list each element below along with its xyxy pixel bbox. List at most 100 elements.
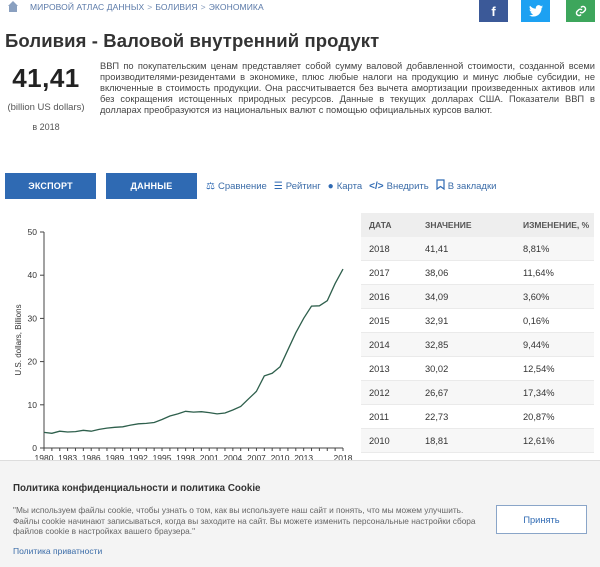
cell-date: 2016 bbox=[369, 291, 390, 302]
table-row: 2010 18,81 12,61% bbox=[361, 429, 594, 453]
embed-link[interactable]: </> Внедрить bbox=[369, 181, 429, 192]
map-label: Карта bbox=[336, 180, 363, 192]
list-icon: ☰ bbox=[273, 180, 283, 192]
header-change: ИЗМЕНЕНИЕ, % bbox=[523, 220, 590, 230]
rating-link[interactable]: ☰ Рейтинг bbox=[274, 181, 321, 192]
table-row: 2017 38,06 11,64% bbox=[361, 261, 594, 285]
cell-change: 20,87% bbox=[523, 411, 555, 422]
twitter-share-button[interactable] bbox=[521, 0, 550, 22]
code-icon: </> bbox=[369, 180, 384, 192]
x-tick-label: 2007 bbox=[247, 453, 266, 463]
x-tick-label: 2018 bbox=[334, 453, 353, 463]
cell-date: 2013 bbox=[369, 363, 390, 374]
indicator-description: ВВП по покупательским ценам представляет… bbox=[100, 61, 595, 115]
cell-date: 2014 bbox=[369, 339, 390, 350]
x-tick-label: 2004 bbox=[223, 453, 242, 463]
x-tick-label: 1992 bbox=[129, 453, 148, 463]
cell-value: 38,06 bbox=[425, 267, 449, 278]
data-table: ДАТА ЗНАЧЕНИЕ ИЗМЕНЕНИЕ, % 2018 41,41 8,81… bbox=[361, 213, 594, 453]
cell-date: 2012 bbox=[369, 387, 390, 398]
header-date: ДАТА bbox=[369, 220, 392, 230]
x-tick-label: 1995 bbox=[153, 453, 172, 463]
breadcrumb-atlas[interactable]: МИРОВОЙ АТЛАС ДАННЫХ bbox=[30, 2, 145, 12]
privacy-policy-link[interactable]: Политика приватности bbox=[13, 546, 103, 556]
breadcrumb-economy[interactable]: ЭКОНОМИКА bbox=[208, 2, 264, 12]
kpi-unit: (billion US dollars) bbox=[7, 102, 85, 113]
y-tick-label: 10 bbox=[28, 400, 38, 410]
x-tick-label: 1986 bbox=[82, 453, 101, 463]
data-button[interactable]: ДАННЫЕ bbox=[106, 173, 197, 199]
toolbar: ЭКСПОРТ ДАННЫЕ ⚖ Сравнение ☰ Рейтинг ● К… bbox=[5, 173, 600, 199]
scales-icon: ⚖ bbox=[206, 180, 215, 192]
cell-value: 32,85 bbox=[425, 339, 449, 350]
bookmark-link[interactable]: В закладки bbox=[436, 179, 497, 193]
cell-value: 32,91 bbox=[425, 315, 449, 326]
table-row: 2011 22,73 20,87% bbox=[361, 405, 594, 429]
kpi-block: 41,41 (billion US dollars) в 2018 bbox=[0, 63, 92, 132]
facebook-share-button[interactable]: f bbox=[479, 0, 508, 22]
cookie-banner: Политика конфиденциальности и политика C… bbox=[0, 460, 600, 567]
cell-change: 3,60% bbox=[523, 291, 550, 302]
cell-date: 2017 bbox=[369, 267, 390, 278]
x-tick-label: 1998 bbox=[176, 453, 195, 463]
kpi-year: в 2018 bbox=[32, 122, 60, 132]
cell-date: 2015 bbox=[369, 315, 390, 326]
cell-change: 0,16% bbox=[523, 315, 550, 326]
cell-value: 30,02 bbox=[425, 363, 449, 374]
cell-value: 34,09 bbox=[425, 291, 449, 302]
bookmark-icon bbox=[436, 179, 445, 193]
cell-date: 2011 bbox=[369, 411, 389, 422]
bookmark-label: В закладки bbox=[447, 180, 497, 192]
x-tick-label: 2010 bbox=[271, 453, 290, 463]
chart-svg: 0 10 20 30 40 50 U.S. dollars, Billions 1980 198… bbox=[14, 227, 353, 463]
rating-label: Рейтинг bbox=[285, 180, 321, 192]
link-icon bbox=[575, 5, 586, 17]
home-icon[interactable] bbox=[8, 0, 19, 12]
gdp-line-chart: 0 10 20 30 40 50 U.S. dollars, Billions 1980 198… bbox=[0, 225, 355, 465]
y-tick-label: 30 bbox=[28, 313, 38, 323]
table-row: 2015 32,91 0,16% bbox=[361, 309, 594, 333]
breadcrumb: МИРОВОЙ АТЛАС ДАННЫХ > БОЛИВИЯ > ЭКОНОМИ… bbox=[8, 0, 264, 14]
table-body: 2018 41,41 8,81% 2017 38,06 11,64% 2016 34,09 3,… bbox=[361, 237, 594, 453]
cell-value: 41,41 bbox=[425, 243, 449, 254]
table-row: 2012 26,67 17,34% bbox=[361, 381, 594, 405]
twitter-icon bbox=[528, 5, 543, 17]
globe-icon: ● bbox=[327, 180, 334, 192]
accept-button[interactable]: Принять bbox=[496, 505, 587, 534]
cell-date: 2018 bbox=[369, 243, 390, 254]
facebook-icon: f bbox=[491, 3, 496, 19]
y-tick-label: 20 bbox=[28, 357, 38, 367]
breadcrumb-bolivia[interactable]: БОЛИВИЯ bbox=[155, 2, 198, 12]
y-tick-label: 0 bbox=[32, 443, 37, 453]
x-tick-label: 1980 bbox=[35, 453, 54, 463]
compare-label: Сравнение bbox=[217, 180, 267, 192]
x-tick-label: 1983 bbox=[58, 453, 77, 463]
y-tick-label: 50 bbox=[28, 227, 38, 237]
cookie-title: Политика конфиденциальности и политика C… bbox=[13, 483, 261, 494]
export-button[interactable]: ЭКСПОРТ bbox=[5, 173, 96, 199]
x-tick-label: 2013 bbox=[294, 453, 313, 463]
x-tick-label: 2001 bbox=[200, 453, 219, 463]
social-share: f bbox=[479, 0, 600, 22]
map-link[interactable]: ● Карта bbox=[328, 181, 362, 192]
breadcrumb-separator: > bbox=[200, 2, 206, 12]
cookie-text: "Мы используем файлы cookie, чтобы узнат… bbox=[13, 505, 476, 536]
table-header: ДАТА ЗНАЧЕНИЕ ИЗМЕНЕНИЕ, % bbox=[361, 213, 594, 237]
compare-link[interactable]: ⚖ Сравнение bbox=[206, 181, 267, 192]
y-axis-label: U.S. dollars, Billions bbox=[14, 304, 23, 375]
cell-change: 17,34% bbox=[523, 387, 555, 398]
cell-value: 22,73 bbox=[425, 411, 449, 422]
copy-link-button[interactable] bbox=[566, 0, 595, 22]
cell-value: 18,81 bbox=[425, 435, 449, 446]
page-title: Боливия - Валовой внутренний продукт bbox=[5, 30, 380, 51]
cell-change: 8,81% bbox=[523, 243, 550, 254]
table-row: 2018 41,41 8,81% bbox=[361, 237, 594, 261]
embed-label: Внедрить bbox=[386, 180, 429, 192]
header-value: ЗНАЧЕНИЕ bbox=[425, 220, 472, 230]
gdp-series-line bbox=[43, 268, 344, 434]
cell-change: 11,64% bbox=[523, 267, 554, 278]
breadcrumb-separator: > bbox=[147, 2, 153, 12]
cell-change: 9,44% bbox=[523, 339, 550, 350]
cell-change: 12,61% bbox=[523, 435, 555, 446]
table-row: 2016 34,09 3,60% bbox=[361, 285, 594, 309]
